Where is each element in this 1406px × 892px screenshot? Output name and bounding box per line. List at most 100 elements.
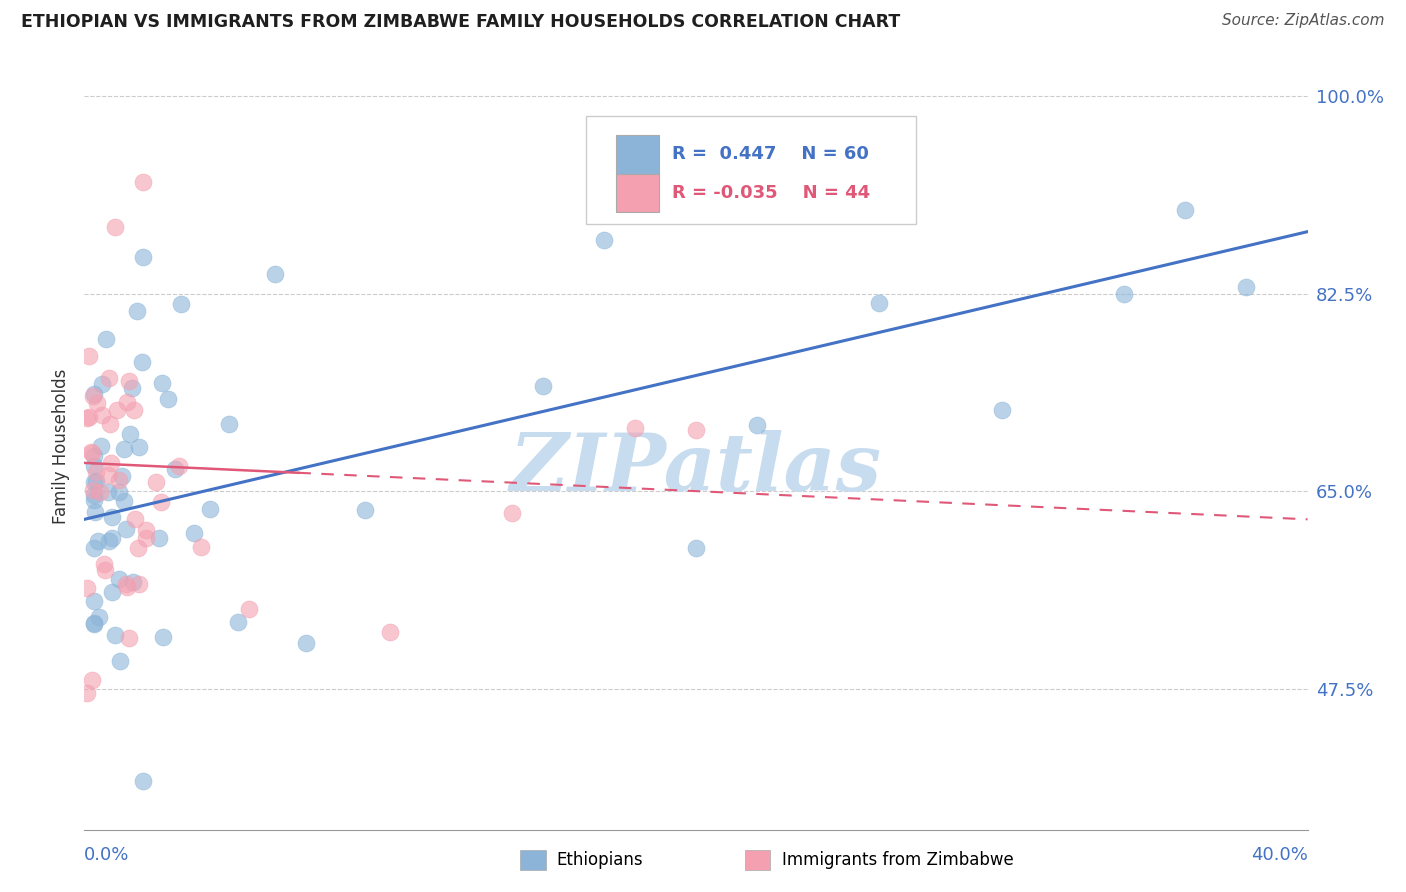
Point (264, 267, 287, 281)
Point (79, 349, 101, 363)
Point (198, 502, 221, 516)
Point (531, 379, 554, 393)
Point (131, 175, 153, 189)
Point (128, 440, 150, 454)
Point (238, 602, 260, 616)
Point (90, 439, 112, 453)
Point (83, 617, 105, 632)
Point (83, 487, 105, 501)
Point (108, 654, 131, 668)
Point (295, 636, 318, 650)
Point (94, 563, 117, 577)
FancyBboxPatch shape (586, 116, 917, 224)
Point (148, 531, 170, 545)
Point (132, 251, 155, 265)
Point (190, 540, 212, 554)
Point (131, 355, 153, 369)
Point (624, 421, 647, 435)
Point (117, 580, 139, 594)
Point (593, 233, 616, 247)
Point (167, 458, 190, 473)
Point (83, 594, 105, 608)
Point (152, 630, 174, 644)
Point (89, 610, 111, 624)
Point (82, 389, 104, 403)
Point (149, 495, 172, 509)
Point (170, 297, 193, 311)
Point (104, 628, 127, 642)
Point (183, 525, 205, 540)
Point (83, 615, 105, 630)
Point (128, 576, 150, 591)
Point (127, 303, 149, 318)
Point (135, 523, 157, 537)
Point (93, 557, 115, 571)
Point (118, 374, 141, 388)
Point (869, 296, 891, 310)
Point (1236, 280, 1258, 294)
Point (124, 403, 146, 417)
Point (226, 615, 249, 629)
Text: R =  0.447    N = 60: R = 0.447 N = 60 (672, 145, 869, 163)
Point (96, 332, 118, 346)
Text: Ethiopians: Ethiopians (557, 851, 644, 869)
Text: Source: ZipAtlas.com: Source: ZipAtlas.com (1222, 13, 1385, 29)
Point (127, 541, 149, 555)
Point (157, 392, 180, 406)
Point (100, 509, 122, 524)
Point (218, 417, 240, 431)
Point (91, 377, 114, 392)
Point (76, 581, 98, 595)
Point (84, 474, 107, 488)
Point (165, 462, 187, 476)
Point (84, 466, 107, 480)
Point (354, 503, 377, 517)
FancyBboxPatch shape (616, 174, 659, 212)
Point (135, 531, 157, 545)
Point (77, 410, 100, 425)
Point (111, 468, 134, 483)
Point (380, 625, 402, 640)
Text: 0.0%: 0.0% (84, 847, 129, 864)
Point (91, 408, 114, 422)
Point (747, 418, 769, 433)
Point (87, 534, 110, 549)
Point (101, 531, 124, 545)
Point (685, 541, 707, 555)
Point (83, 459, 105, 474)
Point (76, 411, 98, 425)
Point (76, 686, 98, 700)
Point (115, 522, 138, 536)
Point (83, 475, 105, 490)
Point (122, 575, 145, 590)
Point (82, 483, 104, 497)
Point (108, 484, 131, 499)
Point (112, 494, 135, 508)
Point (100, 417, 122, 431)
Point (101, 585, 124, 599)
Point (115, 395, 138, 409)
Point (89, 484, 111, 499)
Text: Immigrants from Zimbabwe: Immigrants from Zimbabwe (782, 851, 1014, 869)
Point (105, 402, 128, 417)
Point (991, 403, 1014, 417)
Point (103, 219, 125, 234)
Point (124, 512, 146, 526)
Point (84, 505, 107, 519)
Y-axis label: Family Households: Family Households (52, 368, 70, 524)
Point (97, 371, 120, 385)
Point (1114, 286, 1136, 301)
Point (80, 444, 103, 458)
Point (83, 493, 105, 508)
Point (112, 442, 135, 457)
Point (132, 773, 155, 788)
Text: ETHIOPIAN VS IMMIGRANTS FROM ZIMBABWE FAMILY HOUSEHOLDS CORRELATION CHART: ETHIOPIAN VS IMMIGRANTS FROM ZIMBABWE FA… (21, 13, 900, 31)
FancyBboxPatch shape (616, 136, 659, 174)
Point (98, 534, 121, 549)
Point (97, 484, 120, 499)
Point (83, 386, 105, 401)
Point (80, 445, 103, 459)
Point (121, 381, 143, 395)
Point (1174, 202, 1197, 217)
Point (118, 631, 141, 645)
